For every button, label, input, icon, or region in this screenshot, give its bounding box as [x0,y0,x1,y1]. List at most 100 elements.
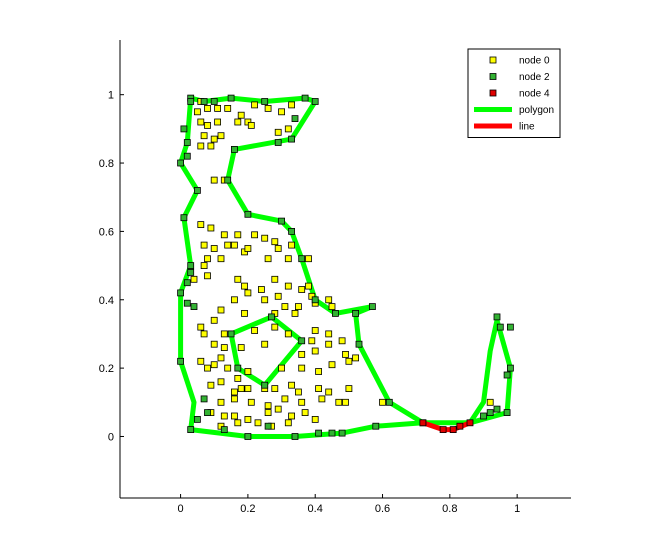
node-0-marker [325,340,333,348]
node-0-marker [294,388,302,396]
node-2-marker [227,330,235,338]
node-0-marker [230,296,238,304]
legend-label-node-0: node 0 [519,56,550,67]
node-0-marker [214,118,222,126]
y-tick-label: 0.8 [99,158,114,170]
node-2-marker [187,426,195,434]
legend-box [467,48,561,138]
node-0-marker [274,405,282,413]
node-2-marker [493,313,501,321]
node-2-marker [298,255,306,263]
node-0-marker [305,282,312,290]
node-0-marker [217,306,225,314]
polygon-outline-1 [228,314,305,388]
node-0-marker [305,255,312,263]
node-0-marker [284,419,292,427]
node-2-marker [180,214,188,222]
node-2-marker [338,429,346,437]
node-0-marker [204,364,211,372]
node-0-marker [274,128,282,136]
node-2-marker [190,303,198,311]
legend-marker-node-2 [489,73,497,80]
x-tick-label: 1 [514,503,520,515]
legend-marker-node-4 [489,89,497,97]
node-2-marker [311,296,319,304]
node-0-marker [220,412,228,420]
node-0-marker [342,350,349,358]
node-0-marker [308,292,316,300]
node-4-marker [439,426,447,434]
node-0-marker [244,415,252,423]
node-0-marker [298,364,306,372]
node-4-marker [449,426,457,434]
node-2-marker [193,415,201,423]
series-node-4 [419,419,474,434]
node-0-marker [204,105,211,112]
node-0-marker [271,275,279,283]
node-0-marker [220,344,228,352]
node-0-marker [220,231,228,239]
node-0-marker [200,330,208,338]
node-2-marker [183,279,191,287]
node-0-marker [288,101,296,109]
node-2-marker [274,139,282,146]
node-0-marker [325,388,333,396]
node-2-marker [261,381,269,389]
node-0-marker [204,272,211,280]
node-0-marker [298,350,306,358]
y-tick-label: 0.4 [99,295,114,307]
node-0-marker [234,231,242,239]
node-2-marker [278,217,286,225]
node-0-marker [278,108,286,116]
node-0-marker [352,354,360,362]
node-2-marker [328,429,336,437]
node-2-marker [288,227,296,235]
node-0-marker [328,303,336,311]
node-0-marker [345,385,353,393]
node-4-marker [456,422,464,430]
node-0-marker [204,122,211,129]
node-0-marker [264,255,272,263]
x-tick-label: 0.6 [375,503,390,515]
node-0-marker [190,275,198,283]
node-0-marker [325,330,333,338]
node-4-marker [466,419,474,427]
legend-label-node-4: node 4 [519,89,550,100]
node-0-marker [315,368,323,375]
node-0-marker [342,398,349,406]
node-2-marker [187,268,195,276]
node-2-marker [183,152,191,160]
node-0-marker [251,231,259,239]
x-ticks: 0 0.2 0.4 0.6 0.8 1 [178,494,520,515]
node-0-marker [210,361,218,369]
node-0-marker [251,327,259,334]
node-0-marker [311,327,319,334]
node-2-marker [503,409,511,417]
node-2-marker [210,98,218,105]
node-0-marker [271,385,279,393]
node-2-marker [264,422,272,430]
node-0-marker [261,234,269,242]
node-0-marker [264,105,272,112]
node-0-marker [264,402,272,410]
node-0-marker [244,118,252,126]
x-tick-label: 0.4 [308,503,323,515]
node-0-marker [257,286,265,293]
node-2-marker [261,98,269,105]
node-0-marker [284,330,292,338]
node-0-marker [237,385,245,393]
legend-label-line: line [519,122,535,133]
node-0-marker [284,282,292,290]
node-2-marker [291,433,299,440]
node-2-marker [177,159,185,167]
node-0-marker [210,176,218,184]
node-0-marker [197,221,205,229]
plot-content [177,94,514,440]
node-2-marker [244,433,252,440]
node-0-marker [261,296,269,304]
node-0-marker [298,398,306,406]
node-2-marker [506,364,514,372]
x-tick-label: 0 [178,503,184,515]
node-0-marker [271,238,279,246]
node-0-marker [210,135,218,143]
